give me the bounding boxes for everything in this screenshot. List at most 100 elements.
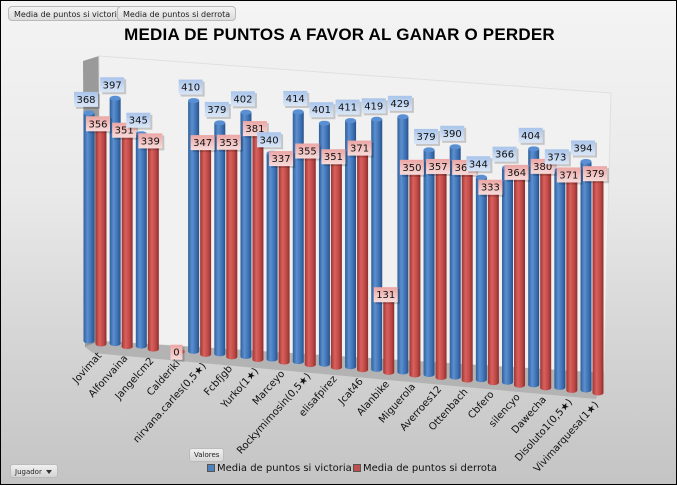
bar-derrota <box>95 120 107 347</box>
bar-derrota <box>566 171 578 393</box>
data-label-victoria: 368 <box>74 91 100 109</box>
data-label-victoria: 419 <box>361 98 388 116</box>
svg-text:131: 131 <box>376 290 395 301</box>
bar-victoria <box>318 120 330 367</box>
bar-victoria <box>554 167 566 390</box>
svg-text:371: 371 <box>350 144 369 155</box>
bar-victoria <box>266 150 278 362</box>
data-label-derrota: 357 <box>426 158 453 176</box>
bar-victoria <box>135 131 147 349</box>
bar-victoria <box>397 114 409 375</box>
data-label-derrota: 0 <box>170 344 185 362</box>
data-label-victoria: 390 <box>440 125 467 143</box>
bar-victoria <box>423 147 435 378</box>
svg-text:364: 364 <box>507 168 526 179</box>
svg-text:379: 379 <box>585 169 604 180</box>
svg-text:350: 350 <box>402 163 421 174</box>
svg-text:337: 337 <box>272 154 291 165</box>
legend-label-derrota: Media de puntos si derrota <box>363 463 498 474</box>
chevron-down-icon <box>46 470 52 474</box>
svg-text:404: 404 <box>521 131 540 142</box>
bar-derrota <box>278 155 290 365</box>
data-label-victoria: 373 <box>544 149 571 167</box>
data-label-victoria: 397 <box>100 77 127 95</box>
filter-button-derrota[interactable]: Media de puntos si derrota <box>117 6 237 21</box>
svg-text:345: 345 <box>129 116 148 127</box>
svg-text:429: 429 <box>390 99 409 110</box>
data-label-derrota: 337 <box>269 151 296 169</box>
data-label-derrota: 356 <box>86 116 112 134</box>
svg-text:347: 347 <box>193 138 212 149</box>
legend-item-victoria[interactable]: Media de puntos si victoria <box>207 463 352 474</box>
data-label-victoria: 402 <box>230 91 257 109</box>
data-label-derrota: 371 <box>347 140 374 158</box>
svg-text:355: 355 <box>298 147 317 158</box>
bar-victoria <box>292 109 304 365</box>
data-label-derrota: 333 <box>478 179 505 197</box>
values-field-button[interactable]: Valores <box>189 448 225 462</box>
svg-text:419: 419 <box>364 101 383 112</box>
svg-text:340: 340 <box>260 135 279 146</box>
bar-derrota <box>252 125 264 362</box>
bar-victoria <box>214 120 226 357</box>
bar-derrota <box>304 148 316 368</box>
svg-text:410: 410 <box>181 83 200 94</box>
bar-derrota <box>435 163 447 381</box>
legend-swatch-victoria <box>207 464 215 472</box>
svg-text:402: 402 <box>233 94 252 105</box>
bar-victoria <box>502 165 514 385</box>
legend-item-derrota[interactable]: Media de puntos si derrota <box>353 463 497 474</box>
svg-text:411: 411 <box>338 103 357 114</box>
svg-text:373: 373 <box>547 152 566 163</box>
axis-field-dropdown[interactable]: Jugador <box>10 464 58 478</box>
svg-text:361: 361 <box>455 163 474 174</box>
data-label-victoria: 340 <box>257 132 284 150</box>
data-label-victoria: 411 <box>335 99 362 117</box>
svg-text:401: 401 <box>312 105 331 116</box>
data-label-victoria: 379 <box>204 101 231 119</box>
svg-text:353: 353 <box>219 138 238 149</box>
bar-victoria <box>83 110 95 344</box>
data-label-derrota: 353 <box>216 134 243 152</box>
data-label-derrota: 364 <box>504 164 531 182</box>
axis-field-label: Jugador <box>15 468 42 476</box>
data-label-derrota: 350 <box>399 159 426 177</box>
svg-text:351: 351 <box>324 152 343 163</box>
bar-derrota <box>514 169 526 388</box>
data-label-victoria: 404 <box>518 127 545 145</box>
svg-text:0: 0 <box>173 348 179 359</box>
svg-text:414: 414 <box>286 94 305 105</box>
bar-victoria <box>528 146 540 388</box>
svg-text:390: 390 <box>443 129 462 140</box>
bar-victoria <box>345 118 357 370</box>
floor <box>85 341 604 399</box>
data-label-derrota: 371 <box>556 167 583 185</box>
bar-derrota <box>147 137 159 352</box>
data-label-derrota: 380 <box>530 158 557 176</box>
data-label-victoria: 410 <box>178 79 205 97</box>
bar-victoria <box>188 98 200 354</box>
bar-derrota <box>409 164 421 378</box>
data-label-derrota: 339 <box>138 133 165 151</box>
svg-text:379: 379 <box>207 105 226 116</box>
data-label-victoria: 366 <box>492 146 519 164</box>
svg-text:368: 368 <box>76 95 95 106</box>
data-label-derrota: 379 <box>583 166 609 184</box>
legend-label-victoria: Media de puntos si victoria <box>217 463 352 474</box>
bar-victoria <box>475 174 487 383</box>
svg-text:357: 357 <box>429 162 448 173</box>
svg-text:381: 381 <box>245 124 264 135</box>
bar-derrota <box>592 170 604 396</box>
bar-victoria <box>371 116 383 372</box>
svg-text:344: 344 <box>469 159 488 170</box>
bar-victoria <box>240 109 252 359</box>
svg-text:339: 339 <box>141 136 160 147</box>
bar-derrota <box>330 153 342 370</box>
svg-text:351: 351 <box>115 126 134 137</box>
bar-derrota <box>461 164 473 383</box>
data-label-victoria: 394 <box>571 140 597 158</box>
svg-text:366: 366 <box>495 150 514 161</box>
data-label-derrota: 347 <box>190 135 217 153</box>
svg-text:356: 356 <box>88 119 107 130</box>
